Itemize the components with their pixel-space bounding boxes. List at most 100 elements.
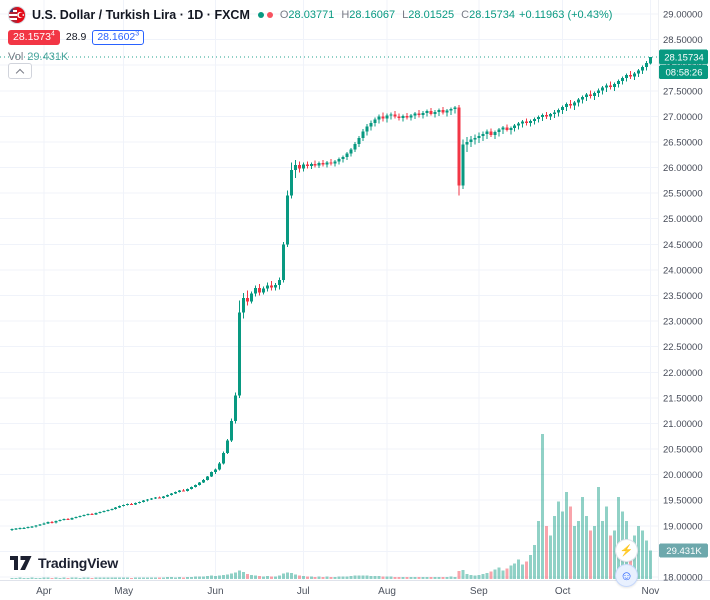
candle-body (389, 114, 393, 116)
candle-body (377, 116, 381, 120)
volume-bar (102, 577, 106, 579)
candle-body (261, 288, 265, 293)
candle-body (317, 162, 321, 166)
current-price-axis-label[interactable] (659, 49, 708, 65)
ask-price-badge[interactable]: 28.16023 (92, 29, 145, 45)
volume-bar (309, 576, 313, 579)
volume-bar (640, 530, 644, 579)
volume-bar (317, 576, 321, 579)
volume-bar (517, 559, 521, 579)
symbol-legend-row[interactable]: U.S. Dollar / Turkish Lira · 1D · FXCM O… (8, 5, 612, 25)
close-value: 28.15734 (469, 9, 516, 21)
candle-body (557, 110, 561, 113)
candle-body (210, 472, 213, 477)
volume-bar (174, 577, 178, 579)
volume-bar (489, 571, 493, 579)
volume-bar (122, 577, 126, 579)
legend-collapse-button[interactable] (8, 63, 32, 79)
volume-bar (38, 577, 42, 579)
tradingview-logo[interactable]: TradingView (10, 555, 118, 571)
price-tick-label: 27.50000 (663, 86, 703, 97)
candle-body (640, 67, 644, 71)
volume-bar (305, 576, 309, 579)
price-scale[interactable] (658, 0, 710, 600)
candle-body (616, 81, 620, 85)
volume-bar (98, 577, 102, 579)
volume-bar (497, 567, 501, 579)
candle-body (265, 285, 269, 289)
volume-bar (329, 576, 333, 579)
price-tick-label: 19.00000 (663, 521, 703, 532)
candle-body (477, 135, 481, 138)
volume-bar (18, 577, 22, 579)
candle-body (94, 513, 98, 515)
candle-body (142, 500, 146, 502)
price-tick-label: 21.00000 (663, 419, 703, 430)
volume-bar (333, 576, 337, 579)
volume-bar (473, 575, 477, 579)
candle-body (325, 162, 329, 165)
price-tick-label: 20.50000 (663, 445, 703, 456)
candle-body (182, 490, 186, 492)
time-scale[interactable] (0, 580, 710, 600)
volume-bar (449, 576, 453, 579)
volume-bar (106, 577, 110, 579)
volume-label: Vol (8, 51, 24, 63)
volume-bar (441, 577, 445, 579)
volume-bar (58, 577, 62, 579)
volume-bar (585, 516, 589, 579)
volume-bar (445, 576, 449, 579)
close-label: C (461, 9, 470, 21)
candle-body (397, 116, 401, 118)
volume-bar (297, 575, 301, 579)
candle-body (50, 522, 54, 524)
low-value: 28.01525 (408, 9, 455, 21)
volume-legend-row[interactable]: Vol 29.431K (8, 51, 612, 63)
volume-bar (86, 577, 90, 579)
candle-body (10, 528, 14, 530)
candle-body (158, 497, 162, 499)
current-price-axis-text: 28.15734 (664, 53, 704, 64)
volume-bar (269, 576, 273, 579)
candle-body (170, 493, 174, 496)
volume-bar (577, 521, 581, 579)
volume-bar (186, 577, 190, 579)
candle-body (620, 77, 624, 82)
tradingview-logo-text: TradingView (38, 555, 119, 571)
quick-alert-button[interactable]: ⚡ (615, 539, 638, 562)
time-tick-label: May (114, 586, 133, 597)
candle-body (34, 525, 38, 527)
volume-bar (198, 576, 202, 579)
volume-bar (257, 575, 261, 579)
volume-bar (493, 569, 497, 579)
candle-body (118, 505, 122, 508)
volume-bar (648, 550, 652, 579)
candle-body (533, 118, 537, 121)
price-tick-label: 25.50000 (663, 189, 703, 200)
candle-body (245, 298, 249, 302)
high-value: 28.16067 (349, 9, 396, 21)
candle-body (30, 526, 34, 528)
volume-bar (357, 575, 361, 579)
candle-body (445, 110, 449, 113)
emoji-reactions-button[interactable]: ☺ (615, 564, 638, 587)
volume-bar (453, 576, 457, 579)
symbol-title[interactable]: U.S. Dollar / Turkish Lira · 1D · FXCM (32, 8, 250, 22)
candle-body (509, 128, 513, 131)
bid-price-badge[interactable]: 28.15734 (8, 29, 60, 45)
volume-bar (202, 576, 206, 579)
volume-axis-label (659, 543, 708, 558)
lightning-icon: ⚡ (619, 545, 634, 557)
price-tick-label: 21.50000 (663, 393, 703, 404)
volume-bar (178, 576, 182, 579)
volume-bar (616, 496, 620, 579)
candle-body (229, 420, 233, 441)
candle-body (253, 287, 257, 294)
candle-body (585, 94, 589, 97)
volume-bar (225, 574, 229, 579)
volume-bar (253, 575, 257, 579)
candle-body (409, 115, 413, 118)
volume-bar (377, 575, 381, 579)
candle-body (190, 486, 194, 489)
